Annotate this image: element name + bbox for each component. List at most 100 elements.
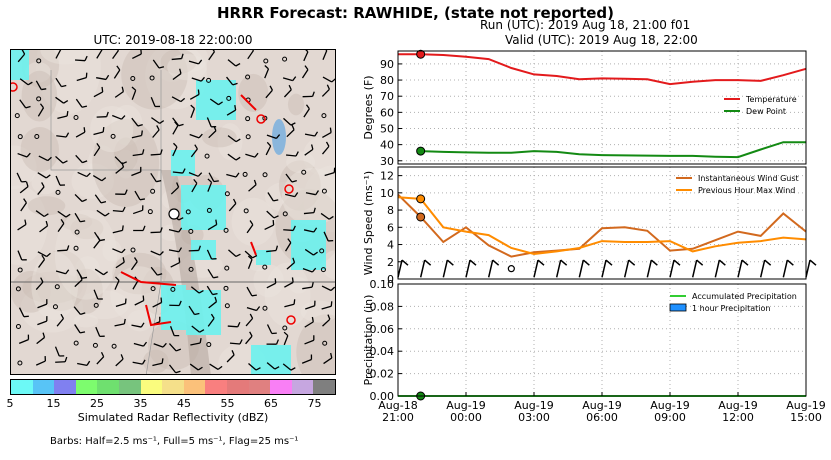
wind-barb-feather (213, 125, 217, 131)
wind-barb-feather (198, 290, 204, 294)
wind-barb-feather (175, 370, 181, 374)
wind-barb (113, 65, 121, 79)
reflectivity-echo (251, 345, 291, 374)
wind-barb-feather (290, 367, 296, 371)
wind-barb (190, 144, 198, 158)
wind-barb (285, 192, 299, 198)
wind-barb (324, 167, 335, 177)
wind-barb-shaft (115, 166, 124, 174)
wind-barb (191, 178, 198, 193)
wind-barb (302, 267, 317, 273)
terrain-shade (287, 93, 305, 116)
wind-barb (304, 248, 318, 256)
wind-barb-shaft (171, 57, 182, 61)
wind-barb-feather (327, 314, 331, 320)
wind-barb (77, 171, 91, 178)
wind-barb-shaft (304, 133, 315, 137)
wind-barb-shaft (37, 107, 45, 117)
wind-barb-feather (96, 235, 101, 241)
wind-barb (321, 301, 333, 310)
wind-barb-shaft (35, 360, 46, 366)
wind-barb-feather (310, 144, 314, 150)
wind-barb-shaft (285, 242, 292, 252)
wind-barb-shaft (75, 98, 83, 108)
wind-barb-shaft (168, 249, 179, 253)
calm-wind-circle (226, 95, 232, 101)
wind-barb-shaft (17, 250, 23, 261)
colorbar-swatch (313, 380, 335, 394)
wind-barb (304, 131, 319, 137)
chart-panel-0: 30 40 50 60 70 80 90 Degrees (F) Temperature Dew … (362, 49, 807, 168)
wind-barb (115, 189, 128, 195)
wind-barb-shaft (208, 51, 215, 61)
wind-barb (133, 341, 148, 347)
wind-barb-feather (179, 68, 182, 74)
calm-wind-circle (223, 285, 229, 291)
y-tick-label: 10 (380, 187, 394, 200)
wind-barb-feather (213, 276, 219, 279)
wind-barb-shaft (150, 266, 158, 276)
terrain-shade (31, 251, 78, 321)
wind-barb-feather (275, 339, 280, 345)
wind-barb-feather (158, 66, 165, 69)
wind-barb-feather (252, 254, 258, 259)
wind-barb-shaft (57, 223, 65, 233)
terrain-shade (54, 209, 118, 300)
wind-barb-feather (124, 189, 128, 195)
wind-barb (321, 141, 330, 155)
wind-barb (77, 360, 91, 366)
wind-barb-feather (141, 149, 145, 155)
colorbar-tick-label: 25 (90, 397, 104, 410)
wind-barb-shaft (168, 364, 177, 374)
wind-barb-shaft (74, 59, 86, 62)
y-tick-label: 6 (387, 221, 394, 234)
wind-barb-shaft (55, 50, 62, 59)
wind-barb (188, 245, 202, 252)
wind-barb-shaft (93, 289, 99, 300)
x-tick-label-time: 09:00 (654, 411, 686, 424)
wind-barb (226, 172, 240, 178)
wind-barb (283, 84, 292, 98)
wind-barb (303, 50, 309, 62)
wind-barb-shaft (286, 262, 295, 270)
reflectivity-echo (256, 250, 271, 265)
wind-barb-shaft (266, 134, 277, 140)
colorbar-swatch (205, 380, 227, 394)
wind-barb (131, 117, 143, 127)
reflectivity-echo (291, 220, 326, 270)
terrain-shade (71, 163, 114, 199)
wind-barb (93, 235, 101, 249)
wind-barb-feather (39, 103, 45, 109)
calm-wind-circle (14, 113, 20, 119)
wind-barb (229, 339, 243, 345)
wind-barb-feather (121, 86, 125, 92)
calm-wind-circle (17, 360, 23, 366)
terrain-shade (11, 145, 37, 190)
wind-barb (207, 219, 218, 231)
wind-barb-feather (84, 55, 88, 61)
wind-barb (168, 247, 183, 253)
wind-barb-feather (313, 227, 318, 233)
wind-barb-feather (291, 124, 295, 130)
terrain-shade (90, 106, 134, 153)
terrain-shade (278, 160, 321, 211)
wind-barb-feather (232, 82, 238, 86)
wind-barb-shaft (114, 280, 120, 290)
series-line-0 (398, 53, 807, 86)
wind-barb (20, 198, 27, 212)
wind-barb (132, 359, 146, 365)
wind-barb (172, 117, 184, 127)
wind-barb (96, 351, 105, 365)
wind-barb (207, 313, 215, 327)
wind-barb (37, 182, 45, 195)
wind-barb-shaft (302, 286, 313, 290)
wind-barb-feather (156, 125, 160, 131)
wind-barb (96, 111, 109, 118)
wind-barb-shaft (303, 212, 314, 215)
wind-barb-shaft (323, 231, 329, 242)
wind-barb (57, 110, 69, 119)
wind-barb (190, 337, 202, 346)
wind-barb-feather (159, 251, 164, 256)
wind-barb-feather (45, 220, 49, 227)
wind-barb-shaft (190, 342, 201, 346)
